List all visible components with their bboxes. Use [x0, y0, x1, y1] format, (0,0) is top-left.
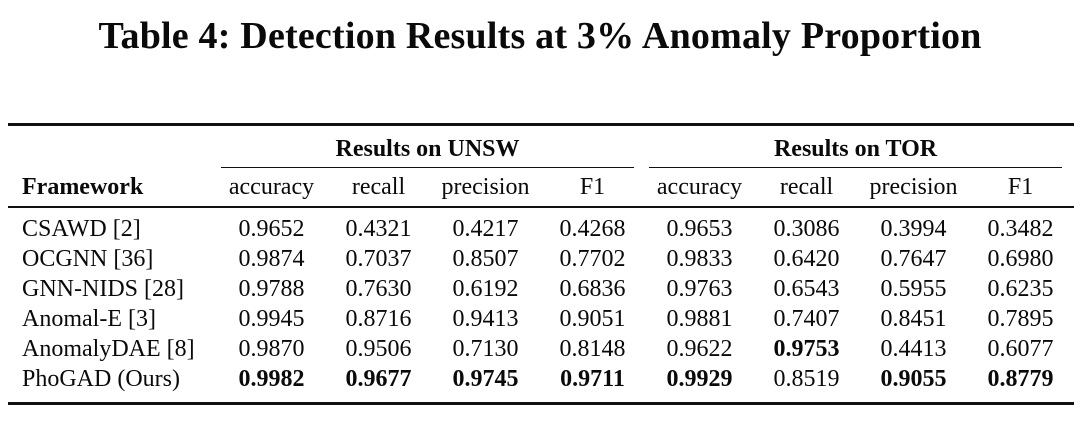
group-label-tor: Results on TOR — [649, 136, 1063, 168]
metric-cell: 0.6420 — [773, 246, 840, 272]
metric-cell: 0.9763 — [666, 276, 733, 302]
group-header-tor: Results on TOR — [646, 125, 1074, 168]
table-caption: Table 4: Detection Results at 3% Anomaly… — [98, 15, 982, 57]
metric-column-header: F1 — [539, 168, 647, 208]
group-label-unsw: Results on UNSW — [221, 136, 635, 168]
metric-cell: 0.9653 — [666, 216, 733, 242]
table-row: CSAWD [2] 0.9652 0.4321 0.4217 0.4268 0.9653 0… — [8, 207, 1074, 244]
metric-cell: 0.6192 — [452, 276, 519, 302]
metric-cell: 0.6077 — [987, 336, 1054, 362]
metric-cell: 0.9745 — [452, 366, 519, 392]
metric-cell: 0.8148 — [559, 336, 626, 362]
framework-cell: AnomalyDAE [8] — [22, 336, 195, 362]
metric-cell: 0.3994 — [880, 216, 947, 242]
metric-cell: 0.9622 — [666, 336, 733, 362]
metric-cell: 0.7647 — [880, 246, 947, 272]
metric-column-header: recall — [325, 168, 432, 208]
metric-cell: 0.4268 — [559, 216, 626, 242]
metric-cell: 0.9753 — [773, 336, 840, 362]
metric-cell: 0.6980 — [987, 246, 1054, 272]
framework-cell: CSAWD [2] — [22, 216, 141, 242]
framework-cell: PhoGAD (Ours) — [22, 366, 180, 392]
metric-cell: 0.9929 — [666, 366, 733, 392]
table-row: AnomalyDAE [8] 0.9870 0.9506 0.7130 0.8148 0.… — [8, 334, 1074, 364]
metric-cell: 0.9506 — [345, 336, 412, 362]
metric-cell: 0.6836 — [559, 276, 626, 302]
metric-column-header: recall — [753, 168, 861, 208]
metric-column-header: precision — [860, 168, 968, 208]
metric-cell: 0.8451 — [880, 306, 947, 332]
metric-cell: 0.9051 — [559, 306, 626, 332]
metric-cell: 0.7130 — [452, 336, 519, 362]
column-header-row: Framework accuracy recall precision F1 accur… — [8, 168, 1075, 208]
metric-cell: 0.5955 — [880, 276, 947, 302]
metric-cell: 0.9413 — [452, 306, 519, 332]
metric-cell: 0.7630 — [345, 276, 412, 302]
metric-column-header: accuracy — [646, 168, 754, 208]
metric-cell: 0.8507 — [452, 246, 519, 272]
metric-cell: 0.7037 — [345, 246, 412, 272]
table-row: GNN-NIDS [28] 0.9788 0.7630 0.6192 0.6836 0.9… — [8, 274, 1074, 304]
metric-cell: 0.8519 — [773, 366, 840, 392]
metric-cell: 0.7895 — [987, 306, 1054, 332]
metric-cell: 0.4217 — [452, 216, 519, 242]
metric-cell: 0.4321 — [345, 216, 412, 242]
metric-cell: 0.9874 — [238, 246, 305, 272]
metric-cell: 0.6235 — [987, 276, 1054, 302]
group-header-row: Results on UNSW Results on TOR — [8, 125, 1074, 169]
group-header-spacer — [8, 125, 218, 169]
metric-cell: 0.9833 — [666, 246, 733, 272]
table-row: OCGNN [36] 0.9874 0.7037 0.8507 0.7702 0.9833… — [8, 244, 1074, 274]
metric-column-header: F1 — [967, 168, 1075, 208]
framework-column-header: Framework — [8, 168, 218, 208]
metric-cell: 0.4413 — [880, 336, 947, 362]
table-row: PhoGAD (Ours) 0.9982 0.9677 0.9745 0.9711 0.9… — [8, 364, 1074, 404]
metric-cell: 0.7702 — [559, 246, 626, 272]
metric-cell: 0.9652 — [238, 216, 305, 242]
metric-cell: 0.8779 — [987, 366, 1054, 392]
table-row: Anomal-E [3] 0.9945 0.8716 0.9413 0.9051 0.98… — [8, 304, 1074, 334]
metric-cell: 0.7407 — [773, 306, 840, 332]
metric-cell: 0.6543 — [773, 276, 840, 302]
metric-cell: 0.3482 — [987, 216, 1054, 242]
metric-cell: 0.9982 — [238, 366, 305, 392]
metric-cell: 0.9881 — [666, 306, 733, 332]
metric-cell: 0.3086 — [773, 216, 840, 242]
metric-column-header: accuracy — [218, 168, 325, 208]
metric-cell: 0.9870 — [238, 336, 305, 362]
metric-cell: 0.9711 — [560, 366, 625, 392]
framework-cell: GNN-NIDS [28] — [22, 276, 184, 302]
metric-cell: 0.9945 — [238, 306, 305, 332]
framework-cell: OCGNN [36] — [22, 246, 154, 272]
metric-cell: 0.9677 — [345, 366, 412, 392]
metric-cell: 0.9055 — [880, 366, 947, 392]
group-header-unsw: Results on UNSW — [218, 125, 646, 168]
metric-cell: 0.8716 — [345, 306, 412, 332]
metric-cell: 0.9788 — [238, 276, 305, 302]
results-table: Results on UNSW Results on TOR Framework… — [8, 123, 1075, 405]
framework-cell: Anomal-E [3] — [22, 306, 156, 332]
metric-column-header: precision — [432, 168, 539, 208]
